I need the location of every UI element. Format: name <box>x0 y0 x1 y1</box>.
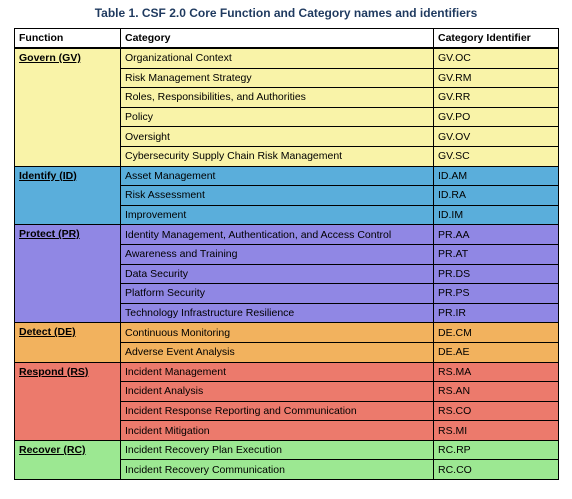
header-row: Function Category Category Identifier <box>14 28 559 49</box>
category-name: Identity Management, Authentication, and… <box>120 224 434 245</box>
table-row: Protect (PR) Identity Management, Authent… <box>14 224 559 324</box>
table-row: Incident Mitigation RS.MI <box>14 420 559 441</box>
function-name-identify: Identify (ID) <box>14 165 121 226</box>
category-identifier: GV.OV <box>433 126 559 147</box>
category-identifier: ID.IM <box>433 204 559 226</box>
function-name-detect: Detect (DE) <box>14 322 121 363</box>
category-name: Incident Response Reporting and Communic… <box>120 400 434 422</box>
category-identifier: PR.IR <box>433 302 559 324</box>
category-identifier: PR.AA <box>433 224 559 245</box>
table-row: Detect (DE) Continuous Monitoring DE.CM <box>14 322 559 363</box>
function-name-protect: Protect (PR) <box>14 224 121 324</box>
category-name: Adverse Event Analysis <box>120 341 434 363</box>
category-identifier: RC.RP <box>433 439 559 461</box>
category-name: Risk Assessment <box>120 185 434 206</box>
category-identifier: PR.DS <box>433 263 559 285</box>
table-header: Function Category Category Identifier <box>14 28 559 49</box>
category-identifier: RS.AN <box>433 381 559 402</box>
category-name: Risk Management Strategy <box>120 67 434 89</box>
category-identifier: PR.PS <box>433 283 559 304</box>
category-name: Improvement <box>120 204 434 226</box>
category-name: Asset Management <box>120 165 434 187</box>
category-name: Continuous Monitoring <box>120 322 434 343</box>
identifier-header: Category Identifier <box>433 28 559 49</box>
category-identifier: DE.AE <box>433 341 559 363</box>
category-identifier: RC.CO <box>433 459 559 481</box>
category-identifier: RS.MI <box>433 420 559 441</box>
table-row: Risk Management Strategy GV.RM <box>14 67 559 89</box>
category-name: Incident Management <box>120 361 434 383</box>
table-row: Improvement ID.IM <box>14 204 559 226</box>
category-identifier: ID.RA <box>433 185 559 206</box>
function-name-respond: Respond (RS) <box>14 361 121 441</box>
category-identifier: PR.AT <box>433 243 559 265</box>
category-identifier: GV.RM <box>433 67 559 89</box>
category-name: Organizational Context <box>120 47 434 69</box>
category-name: Incident Recovery Communication <box>120 459 434 481</box>
function-name-govern: Govern (GV) <box>14 47 121 167</box>
category-identifier: GV.PO <box>433 106 559 128</box>
table-row: Risk Assessment ID.RA <box>14 185 559 206</box>
category-name: Oversight <box>120 126 434 147</box>
csf-core-table: Function Category Category Identifier Go… <box>14 28 559 481</box>
table-row: Incident Recovery Communication RC.CO <box>14 459 559 481</box>
category-name: Technology Infrastructure Resilience <box>120 302 434 324</box>
category-header: Category <box>120 28 434 49</box>
table-body: Govern (GV) Organizational Context GV.OC Ri… <box>14 47 559 481</box>
table-row: Platform Security PR.PS <box>14 283 559 304</box>
function-name-recover: Recover (RC) <box>14 439 121 481</box>
category-identifier: GV.SC <box>433 145 559 167</box>
category-name: Roles, Responsibilities, and Authorities <box>120 87 434 108</box>
table-row: Cybersecurity Supply Chain Risk Manageme… <box>14 145 559 167</box>
function-header: Function <box>14 28 121 49</box>
category-identifier: GV.RR <box>433 87 559 108</box>
category-name: Incident Mitigation <box>120 420 434 441</box>
table-caption: Table 1. CSF 2.0 Core Function and Categ… <box>94 6 478 20</box>
category-identifier: ID.AM <box>433 165 559 187</box>
category-name: Incident Recovery Plan Execution <box>120 439 434 461</box>
category-identifier: GV.OC <box>433 47 559 69</box>
category-name: Incident Analysis <box>120 381 434 402</box>
category-name: Awareness and Training <box>120 243 434 265</box>
table-row: Govern (GV) Organizational Context GV.OC <box>14 47 559 167</box>
category-name: Platform Security <box>120 283 434 304</box>
table-row: Incident Analysis RS.AN <box>14 381 559 402</box>
table-row: Technology Infrastructure Resilience PR.I… <box>14 302 559 324</box>
category-name: Cybersecurity Supply Chain Risk Manageme… <box>120 145 434 167</box>
table-row: Respond (RS) Incident Management RS.MA <box>14 361 559 441</box>
table-row: Recover (RC) Incident Recovery Plan Execu… <box>14 439 559 481</box>
category-name: Policy <box>120 106 434 128</box>
category-identifier: RS.CO <box>433 400 559 422</box>
category-name: Data Security <box>120 263 434 285</box>
table-row: Incident Response Reporting and Communic… <box>14 400 559 422</box>
table-row: Identify (ID) Asset Management ID.AM <box>14 165 559 226</box>
category-identifier: RS.MA <box>433 361 559 383</box>
table-row: Oversight GV.OV <box>14 126 559 147</box>
category-identifier: DE.CM <box>433 322 559 343</box>
